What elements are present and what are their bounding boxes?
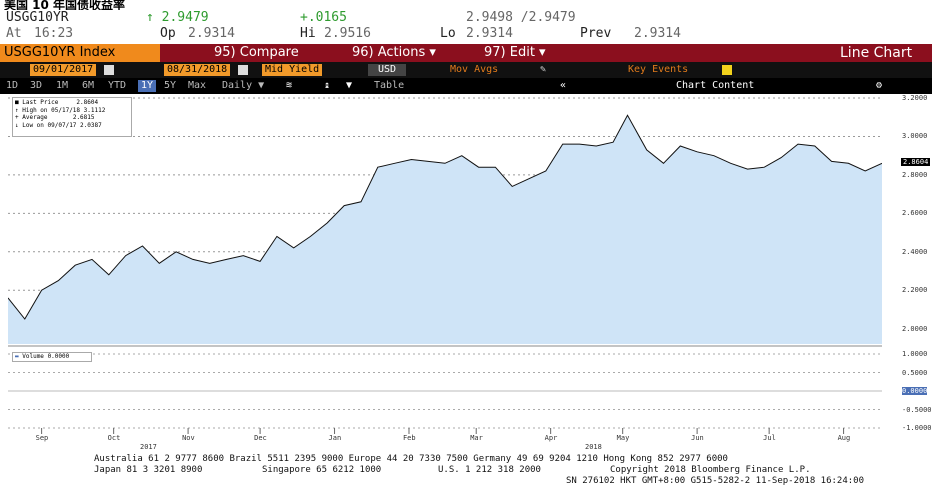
legend-high: ↑ High on 05/17/18 3.1112	[15, 106, 106, 114]
period-1d[interactable]: 1D	[6, 80, 19, 91]
range-bar: 09/01/2017 08/31/2018 Mid Yield USD Mov …	[0, 62, 932, 78]
bid-ask: 2.9498 /2.9479	[466, 10, 576, 25]
footer-contacts-singapore: Singapore 65 6212 1000	[262, 465, 382, 475]
period-bar: 1D 3D 1M 6M YTD 1Y 5Y Max Daily ▼ ≋ ↨ ▼ …	[0, 78, 932, 94]
x-tick-label: Sep	[35, 434, 49, 442]
last-price-marker: 2.8604	[901, 158, 931, 167]
chart-type-label[interactable]: Line Chart	[840, 45, 913, 61]
x-tick-label: Jun	[691, 434, 704, 442]
y-tick-label: 2.4000	[902, 247, 928, 256]
y-axis: 3.2000 3.0000 2.8000 2.6000 2.4000 2.2000 2.00…	[882, 94, 932, 434]
security-index-field[interactable]: USGG10YR Index	[0, 44, 160, 62]
end-date-input[interactable]: 08/31/2018	[164, 64, 231, 76]
x-tick-label: Nov	[182, 434, 195, 442]
table-button[interactable]: Table	[374, 80, 405, 91]
y-tick-label: 2.6000	[902, 209, 928, 218]
volume-tick-label: 0.5000	[902, 368, 928, 377]
price-chart[interactable]	[8, 94, 882, 434]
period-1m[interactable]: 1M	[56, 80, 69, 91]
calendar-icon[interactable]	[104, 65, 114, 75]
footer-contacts-japan: Japan 81 3 3201 8900	[94, 465, 203, 475]
legend-average: + Average 2.6815	[15, 114, 95, 121]
volume-legend: ▬ Volume 0.0000	[12, 352, 92, 362]
pencil-icon[interactable]: ✎	[540, 64, 547, 75]
key-events-button[interactable]: Key Events	[628, 64, 689, 75]
collapse-button[interactable]: «	[560, 80, 567, 91]
x-tick-label: Apr	[544, 434, 558, 442]
at-label: At	[6, 26, 22, 41]
legend-low: ↓ Low on 09/07/17 2.0387	[15, 121, 102, 129]
low-label: Lo	[440, 26, 456, 41]
high-value: 2.9516	[324, 26, 371, 41]
event-flag-icon[interactable]	[722, 65, 732, 75]
low-value: 2.9314	[466, 26, 513, 41]
volume-tick-label: 0.0000	[902, 387, 928, 395]
footer-session-info: SN 276102 HKT GMT+8:00 G515-5282-2 11-Se…	[566, 476, 865, 486]
net-change: +.0165	[300, 10, 347, 25]
compare-icon[interactable]: ↨	[324, 80, 331, 91]
period-1y[interactable]: 1Y	[138, 80, 157, 92]
yield-area-series	[8, 115, 882, 344]
x-tick-label: Mar	[470, 434, 483, 442]
line-style-icon[interactable]: ≋	[286, 80, 293, 91]
y-tick-label: 3.0000	[902, 132, 928, 141]
prev-label: Prev	[580, 26, 612, 41]
chart-legend: ■ Last Price 2.8604 ↑ High on 05/17/18 3…	[12, 97, 132, 137]
period-3d[interactable]: 3D	[30, 80, 43, 91]
start-date-input[interactable]: 09/01/2017	[30, 64, 97, 76]
year-label-2018: 2018	[585, 443, 602, 451]
period-max[interactable]: Max	[188, 80, 207, 91]
gear-icon[interactable]: ⚙	[876, 80, 883, 91]
frequency-select[interactable]: Daily ▼	[222, 80, 265, 91]
x-tick-label: Jan	[328, 434, 342, 442]
y-tick-label: 2.2000	[902, 286, 928, 295]
x-tick-label: Feb	[402, 434, 416, 442]
page-caption: 美国 10 年国债收益率	[4, 0, 126, 12]
menu-bar: USGG10YR Index 95) Compare 96) Actions ▾…	[0, 44, 932, 62]
period-5y[interactable]: 5Y	[164, 80, 177, 91]
compare-button[interactable]: 95) Compare	[214, 45, 299, 60]
footer-copyright: Copyright 2018 Bloomberg Finance L.P.	[610, 465, 811, 475]
x-tick-label: Oct	[107, 434, 121, 442]
at-time: 16:23	[34, 26, 74, 41]
open-label: Op	[160, 26, 176, 41]
x-tick-label: Dec	[254, 434, 267, 442]
y-tick-label: 3.2000	[902, 94, 928, 102]
actions-menu[interactable]: 96) Actions ▾	[352, 45, 436, 60]
moving-averages-button[interactable]: Mov Avgs	[450, 64, 499, 75]
high-label: Hi	[300, 26, 316, 41]
open-value: 2.9314	[188, 26, 235, 41]
x-tick-label: May	[616, 434, 630, 442]
last-price: ↑ 2.9479	[146, 10, 209, 25]
ticker-label: USGG10YR	[6, 10, 69, 25]
y-tick-label: 2.8000	[902, 170, 928, 179]
y-tick-label: 2.0000	[902, 324, 928, 333]
quote-header: USGG10YR ↑ 2.9479 +.0165 2.9498 /2.9479 …	[0, 10, 932, 46]
period-6m[interactable]: 6M	[82, 80, 95, 91]
x-tick-label: Aug	[837, 434, 851, 442]
chart-content-button[interactable]: Chart Content	[676, 80, 755, 91]
x-tick-label: Jul	[763, 434, 776, 442]
edit-menu[interactable]: 97) Edit ▾	[484, 45, 546, 60]
volume-tick-label: -0.5000	[902, 405, 932, 414]
footer-contacts-1: Australia 61 2 9777 8600 Brazil 5511 239…	[94, 454, 728, 464]
volume-tick-label: 1.0000	[902, 350, 928, 358]
footer-contacts-us: U.S. 1 212 318 2000	[438, 465, 541, 475]
calendar-icon[interactable]	[238, 65, 248, 75]
legend-last: ■ Last Price 2.8604	[15, 99, 99, 106]
period-ytd[interactable]: YTD	[108, 80, 127, 91]
yield-line-series	[8, 114, 882, 320]
dropdown-icon[interactable]: ▼	[346, 80, 353, 91]
year-label-2017: 2017	[140, 443, 157, 451]
volume-tick-label: -1.0000	[902, 424, 932, 432]
field-select[interactable]: Mid Yield	[262, 64, 323, 76]
currency-select[interactable]: USD	[368, 64, 407, 76]
prev-value: 2.9314	[634, 26, 681, 41]
